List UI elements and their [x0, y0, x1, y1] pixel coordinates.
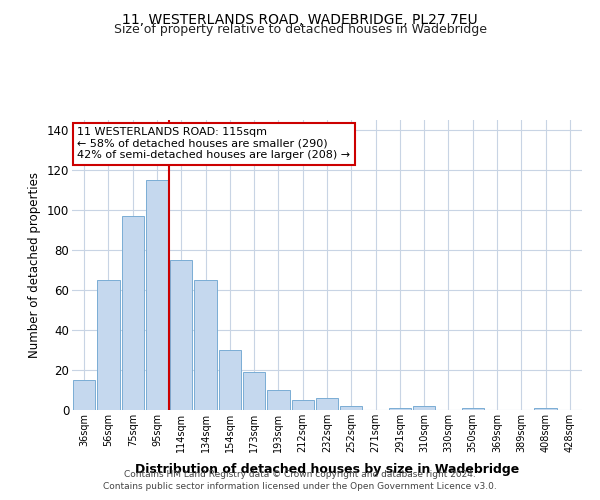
Text: Size of property relative to detached houses in Wadebridge: Size of property relative to detached ho… — [113, 22, 487, 36]
Bar — [413, 406, 436, 410]
Y-axis label: Number of detached properties: Number of detached properties — [28, 172, 41, 358]
Bar — [292, 400, 314, 410]
Bar — [535, 408, 557, 410]
Bar — [267, 390, 290, 410]
X-axis label: Distribution of detached houses by size in Wadebridge: Distribution of detached houses by size … — [135, 464, 519, 476]
Bar — [340, 406, 362, 410]
Text: 11 WESTERLANDS ROAD: 115sqm
← 58% of detached houses are smaller (290)
42% of se: 11 WESTERLANDS ROAD: 115sqm ← 58% of det… — [77, 127, 350, 160]
Text: Contains public sector information licensed under the Open Government Licence v3: Contains public sector information licen… — [103, 482, 497, 491]
Bar — [97, 280, 119, 410]
Bar — [170, 260, 193, 410]
Bar — [73, 380, 95, 410]
Bar — [122, 216, 144, 410]
Bar — [389, 408, 411, 410]
Text: 11, WESTERLANDS ROAD, WADEBRIDGE, PL27 7EU: 11, WESTERLANDS ROAD, WADEBRIDGE, PL27 7… — [122, 12, 478, 26]
Bar — [218, 350, 241, 410]
Text: Contains HM Land Registry data © Crown copyright and database right 2024.: Contains HM Land Registry data © Crown c… — [124, 470, 476, 479]
Bar — [243, 372, 265, 410]
Bar — [194, 280, 217, 410]
Bar — [146, 180, 168, 410]
Bar — [461, 408, 484, 410]
Bar — [316, 398, 338, 410]
